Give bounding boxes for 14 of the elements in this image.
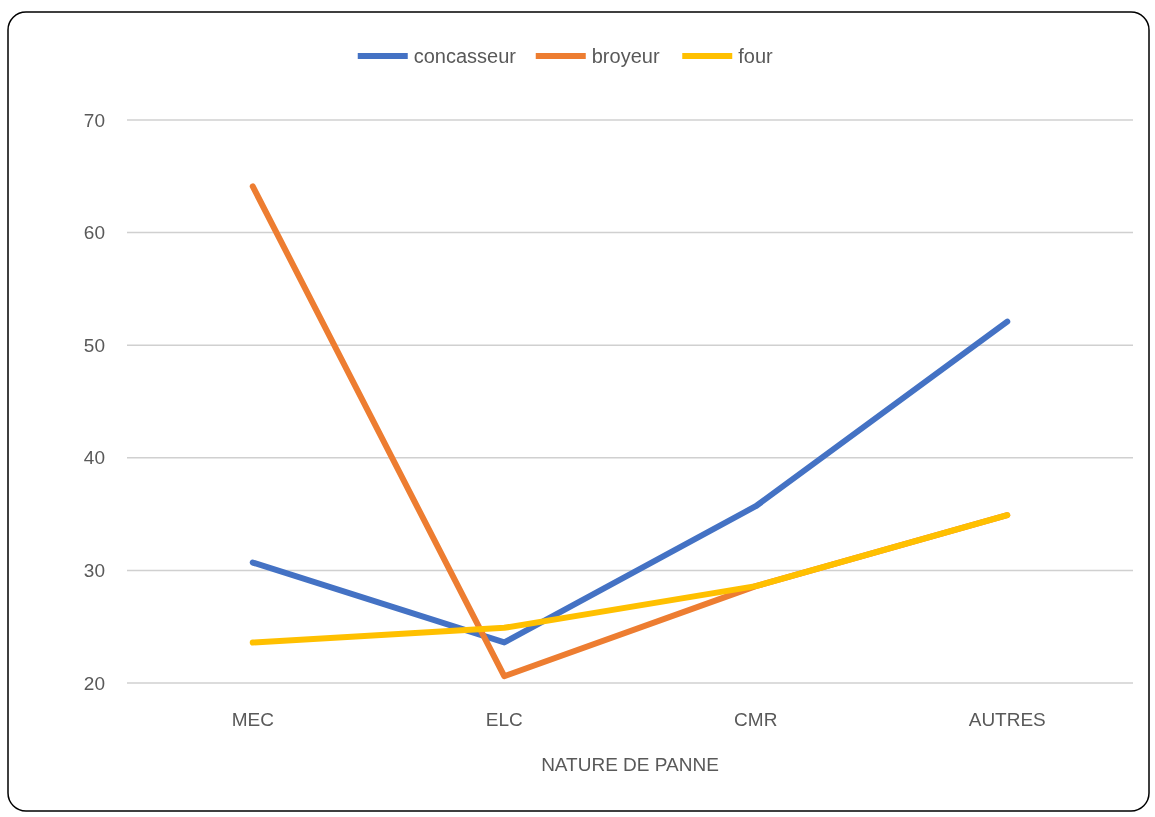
y-tick-label: 60 — [83, 222, 105, 244]
y-tick-label: 50 — [83, 334, 105, 356]
x-tick-label: AUTRES — [968, 709, 1046, 730]
x-axis-title: NATURE DE PANNE — [541, 754, 719, 775]
y-tick-label: 70 — [83, 109, 105, 131]
legend-label: broyeur — [591, 45, 660, 67]
legend-label: concasseur — [413, 45, 517, 67]
x-tick-label: ELC — [485, 709, 523, 730]
y-tick-label: 20 — [83, 672, 105, 694]
x-tick-label: CMR — [734, 709, 778, 730]
y-tick-label: 40 — [83, 447, 105, 469]
x-tick-label: MEC — [231, 709, 274, 730]
legend-label: four — [738, 45, 774, 67]
y-tick-label: 30 — [83, 560, 105, 582]
